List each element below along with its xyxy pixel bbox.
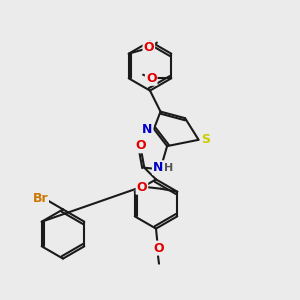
Text: N: N	[142, 122, 152, 136]
Text: N: N	[153, 161, 163, 174]
Text: O: O	[146, 72, 157, 85]
Text: O: O	[136, 181, 147, 194]
Text: S: S	[201, 133, 210, 146]
Text: H: H	[164, 163, 173, 173]
Text: O: O	[154, 242, 164, 255]
Text: O: O	[135, 139, 146, 152]
Text: Br: Br	[32, 191, 48, 205]
Text: O: O	[143, 41, 154, 54]
